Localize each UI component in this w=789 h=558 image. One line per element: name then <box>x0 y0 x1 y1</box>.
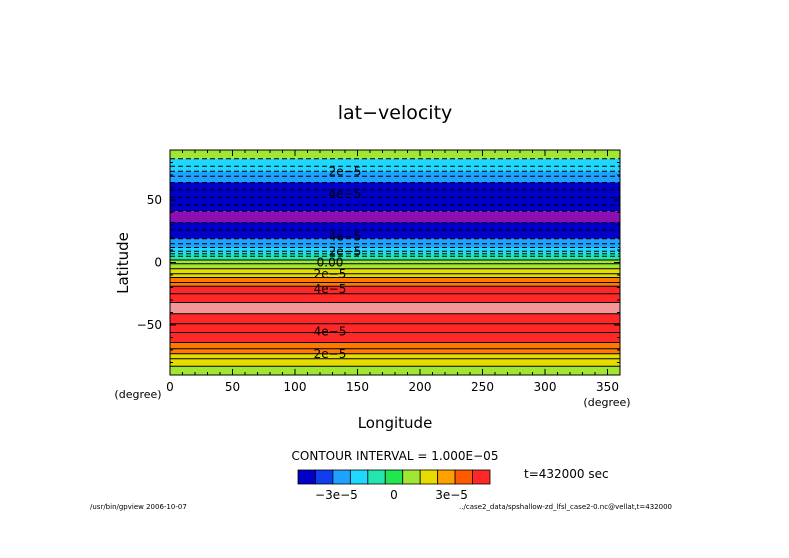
colorbar-swatch <box>315 469 334 485</box>
footer-right: ../case2_data/spshallow-zd_lfsl_case2-0.… <box>459 503 672 511</box>
contour-band <box>170 182 620 212</box>
contour-band <box>170 247 620 254</box>
x-tick-label: 150 <box>346 380 369 394</box>
colorbar-tick-label: 0 <box>390 488 398 502</box>
contour-band <box>170 171 620 183</box>
contour-band <box>170 222 620 239</box>
y-tick-label: 50 <box>147 193 162 207</box>
contour-band <box>170 238 620 248</box>
contour-label: 2e−5 <box>314 267 347 281</box>
contour-band <box>170 366 620 375</box>
contour-band <box>170 313 620 343</box>
colorbar-swatch <box>472 469 491 485</box>
contour-band <box>170 342 620 354</box>
x-tick-label: 350 <box>596 380 619 394</box>
contour-interval-text: CONTOUR INTERVAL = 1.000E−05 <box>292 449 499 463</box>
contour-label: 2e−5 <box>329 164 362 178</box>
colorbar-swatch <box>297 469 316 485</box>
x-axis-unit: (degree) <box>583 396 630 409</box>
contour-band <box>170 277 620 287</box>
y-tick-label: −50 <box>137 318 162 332</box>
x-tick-label: 0 <box>166 380 174 394</box>
contour-band <box>170 286 620 303</box>
colorbar-swatch <box>437 469 456 485</box>
contour-band <box>170 211 620 223</box>
x-axis-label: Longitude <box>358 414 433 432</box>
time-text: t=432000 sec <box>524 467 609 481</box>
colorbar-tick-label: 3e−5 <box>435 488 468 502</box>
y-tick-label: 0 <box>154 256 162 270</box>
contour-label: 4e−5 <box>314 324 347 338</box>
colorbar: −3e−5 0 3e−5 <box>297 469 491 502</box>
colorbar-swatch <box>367 469 386 485</box>
contour-band <box>170 268 620 278</box>
colorbar-swatch <box>349 469 369 485</box>
colorbar-swatch <box>454 469 473 485</box>
contour-band <box>170 353 620 367</box>
colorbar-swatch <box>402 469 421 485</box>
contour-band <box>170 260 620 269</box>
x-tick-label: 300 <box>534 380 557 394</box>
contour-label: 4e−5 <box>314 282 347 296</box>
x-tick-label: 250 <box>471 380 494 394</box>
y-axis-label: Latitude <box>114 232 132 294</box>
contour-band <box>170 253 620 260</box>
colorbar-swatch <box>419 469 439 485</box>
contour-band <box>170 302 620 314</box>
contour-band <box>170 150 620 159</box>
colorbar-tick-label: −3e−5 <box>315 488 358 502</box>
x-tick-label: 100 <box>284 380 307 394</box>
colorbar-swatch <box>332 469 351 485</box>
contour-label: 2e−5 <box>314 347 347 361</box>
contour-band <box>170 158 620 172</box>
contour-label: 2e−5 <box>329 244 362 258</box>
colorbar-swatch <box>384 469 404 485</box>
x-tick-label: 200 <box>409 380 432 394</box>
x-tick-label: 50 <box>225 380 240 394</box>
contour-label: 4e−5 <box>329 187 362 201</box>
chart-title: lat−velocity <box>338 102 453 124</box>
contour-label: 0.00 <box>317 256 344 270</box>
footer-left: /usr/bin/gpview 2006-10-07 <box>90 503 187 511</box>
contour-label: 4e−5 <box>329 229 362 243</box>
y-axis-unit: (degree) <box>114 388 161 401</box>
